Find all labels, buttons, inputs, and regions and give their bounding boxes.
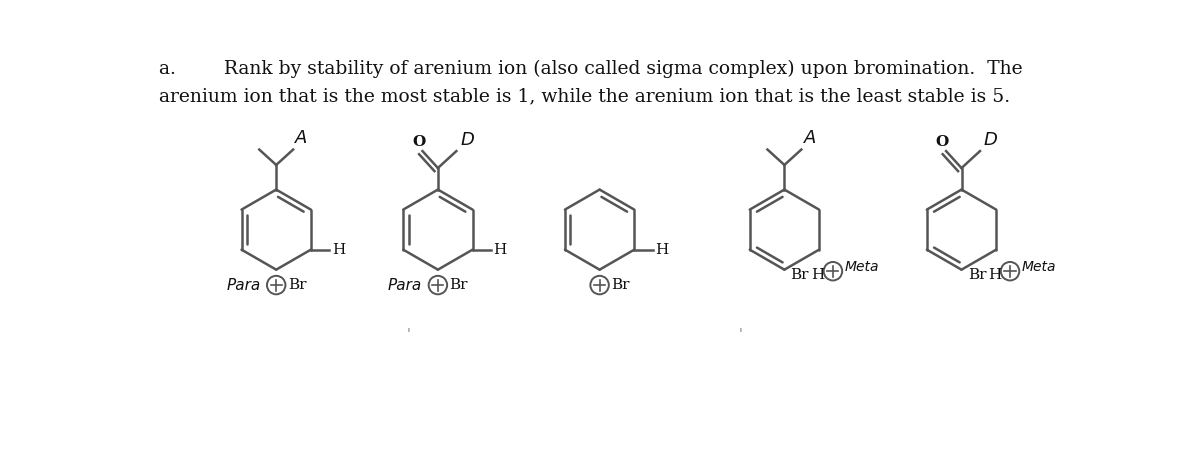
Text: O: O	[936, 135, 949, 149]
Text: H: H	[989, 268, 1002, 282]
Text: O: O	[412, 135, 425, 149]
Text: D: D	[461, 131, 474, 149]
Text: D: D	[984, 131, 997, 149]
Text: A: A	[295, 129, 308, 147]
Text: Para: Para	[388, 277, 422, 292]
Text: Br: Br	[791, 268, 809, 282]
Text: a.        Rank by stability of arenium ion (also called sigma complex) upon brom: a. Rank by stability of arenium ion (als…	[160, 60, 1022, 79]
Text: Br: Br	[288, 278, 306, 292]
Text: ': '	[738, 327, 742, 341]
Text: H: H	[811, 268, 824, 282]
Text: H: H	[331, 243, 344, 257]
Text: Br: Br	[967, 268, 986, 282]
Text: Meta: Meta	[1021, 260, 1056, 274]
Text: Para: Para	[226, 277, 260, 292]
Text: H: H	[493, 243, 506, 257]
Text: arenium ion that is the most stable is 1, while the arenium ion that is the leas: arenium ion that is the most stable is 1…	[160, 87, 1010, 105]
Text: ': '	[407, 327, 410, 341]
Text: A: A	[804, 129, 816, 147]
Text: Br: Br	[611, 278, 630, 292]
Text: H: H	[655, 243, 668, 257]
Text: Meta: Meta	[845, 260, 878, 274]
Text: Br: Br	[450, 278, 468, 292]
